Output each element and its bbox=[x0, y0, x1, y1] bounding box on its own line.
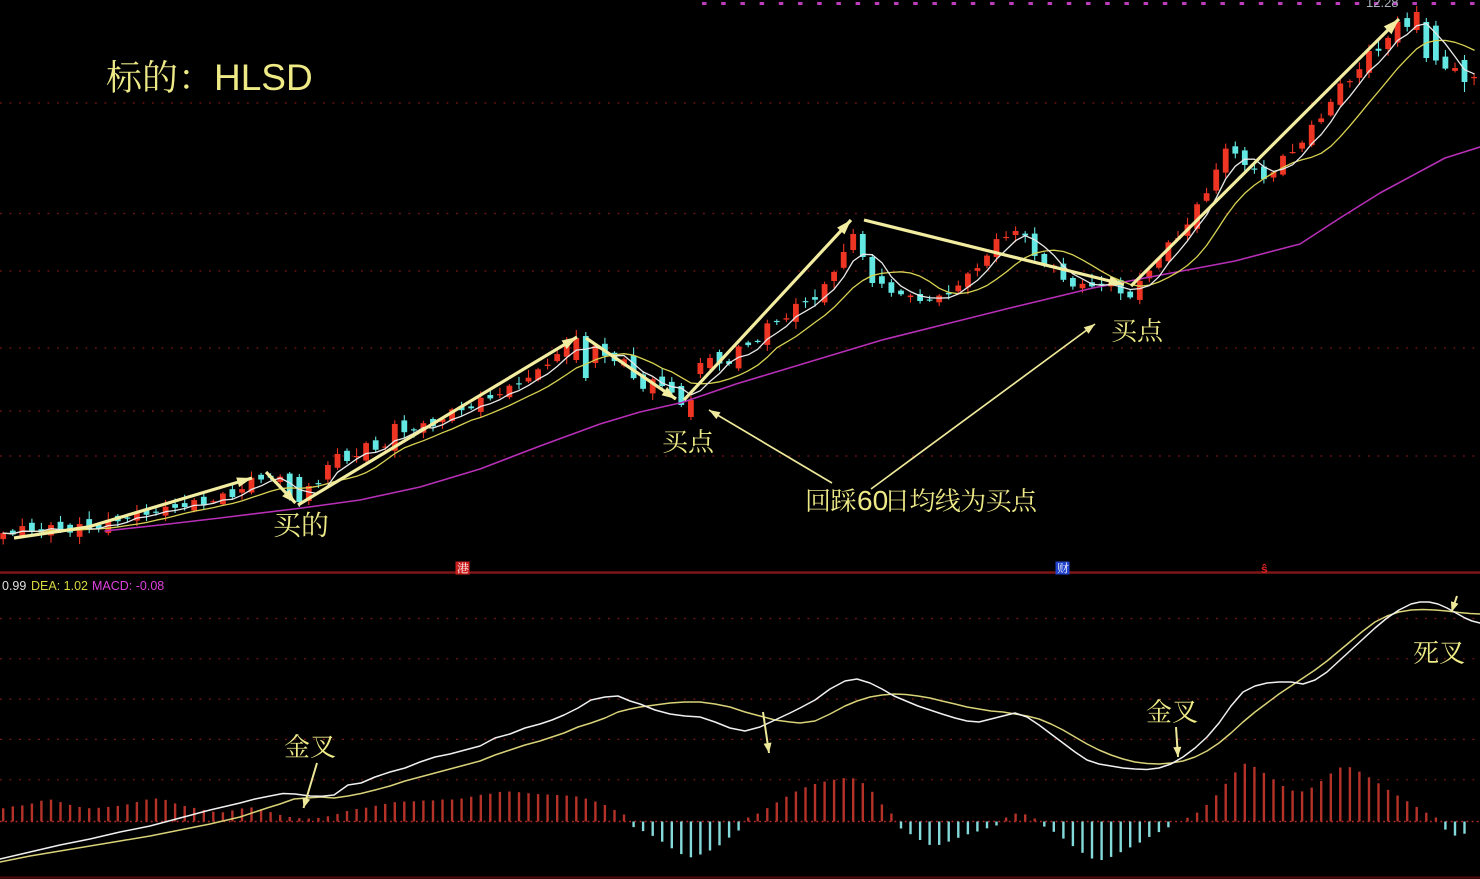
svg-text:DEA: 1.02: DEA: 1.02 bbox=[31, 579, 88, 593]
svg-text:HLSD: HLSD bbox=[214, 57, 313, 98]
svg-text:MACD: -0.08: MACD: -0.08 bbox=[92, 579, 164, 593]
svg-text:ŝ: ŝ bbox=[1261, 562, 1268, 576]
svg-text:60: 60 bbox=[857, 485, 888, 516]
svg-text:0.99: 0.99 bbox=[2, 579, 26, 593]
svg-text:12.28: 12.28 bbox=[1366, 0, 1399, 10]
